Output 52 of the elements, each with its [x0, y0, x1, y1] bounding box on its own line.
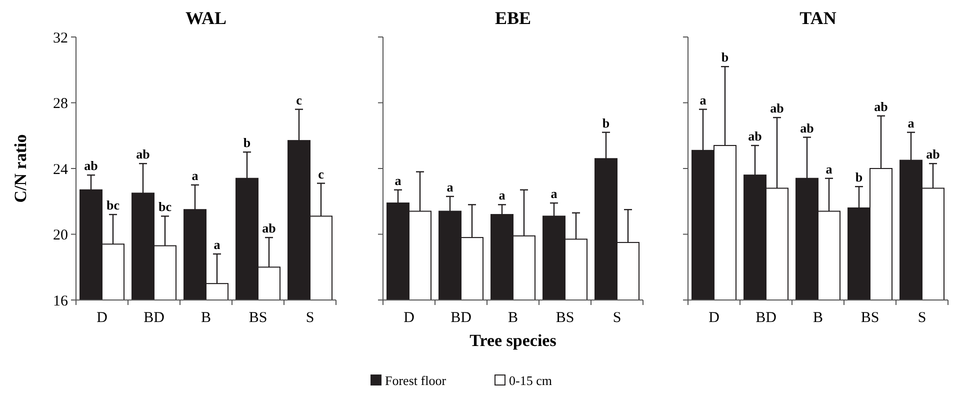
- x-tick-label: BD: [144, 310, 165, 326]
- annotation: b: [243, 135, 251, 150]
- annotation: b: [855, 170, 863, 185]
- y-tick-label: 24: [53, 162, 68, 178]
- chart-title: EBE: [494, 8, 532, 28]
- y-axis-title: C/N ratio: [11, 134, 30, 203]
- annotation: ab: [770, 100, 784, 116]
- annotation: a: [192, 168, 199, 183]
- annotation: a: [550, 186, 558, 202]
- x-tick-label: B: [812, 310, 824, 326]
- legend-label: 0-15 cm: [509, 373, 552, 388]
- x-tick-label: B: [508, 310, 518, 326]
- annotation: c: [296, 92, 302, 108]
- annotation: a: [446, 179, 454, 194]
- x-tick-label: B: [200, 310, 212, 326]
- legend-label: Forest floor: [385, 373, 447, 388]
- annotation: ab: [262, 220, 276, 236]
- x-axis-title: Tree species: [470, 331, 557, 350]
- annotation: a: [826, 161, 833, 176]
- annotation: b: [602, 115, 610, 130]
- x-tick-label: BD: [450, 310, 472, 326]
- y-tick-label: 20: [53, 228, 68, 244]
- y-tick-label: 28: [53, 96, 68, 112]
- annotation: ab: [136, 146, 150, 162]
- x-tick-label: D: [708, 310, 720, 326]
- annotation: ab: [874, 98, 888, 114]
- x-tick-label: D: [96, 310, 108, 326]
- x-tick-label: BD: [756, 310, 777, 326]
- annotation: c: [318, 166, 324, 182]
- annotation: a: [908, 115, 915, 130]
- annotation: ab: [748, 128, 762, 144]
- x-tick-label: S: [918, 310, 926, 326]
- annotation: bc: [106, 198, 120, 213]
- annotation: ab: [84, 158, 98, 174]
- y-tick-label: 32: [53, 30, 68, 46]
- annotation: a: [700, 92, 707, 108]
- x-tick-label: D: [404, 310, 415, 326]
- annotation: a: [214, 236, 221, 252]
- annotation: a: [394, 172, 402, 188]
- x-tick-label: BS: [248, 310, 268, 326]
- x-tick-label: BS: [556, 310, 574, 326]
- annotation: bc: [158, 199, 172, 214]
- chart-title: WAL: [185, 8, 227, 28]
- annotation: ab: [926, 146, 940, 162]
- x-tick-label: S: [306, 310, 314, 326]
- annotation: b: [721, 50, 729, 65]
- x-tick-label: BS: [860, 310, 880, 326]
- annotation: a: [498, 188, 506, 203]
- annotation: ab: [800, 120, 814, 136]
- chart-title: TAN: [800, 8, 836, 28]
- x-tick-label: S: [612, 310, 622, 326]
- y-tick-label: 16: [53, 293, 68, 310]
